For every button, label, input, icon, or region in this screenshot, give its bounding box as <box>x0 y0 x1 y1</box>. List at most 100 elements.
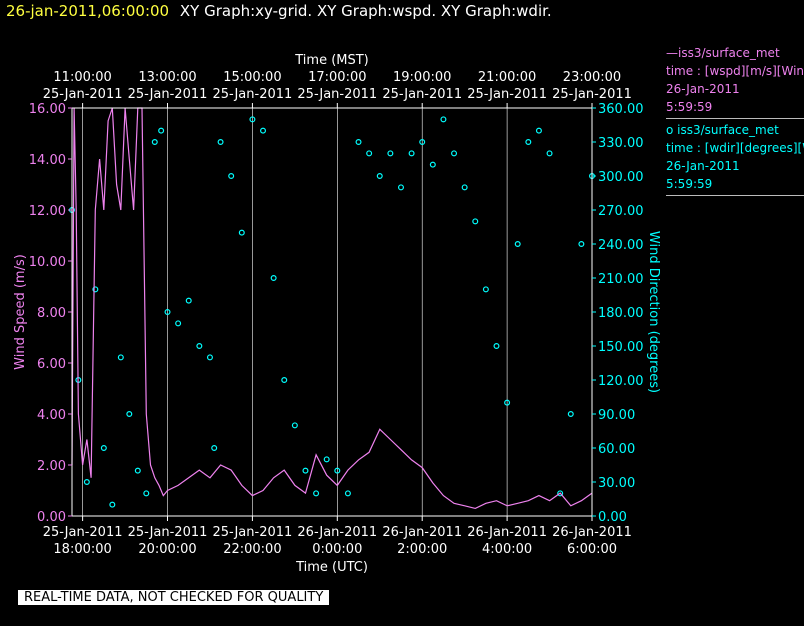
legend-wspd-series: —iss3/surface_met <box>666 46 780 60</box>
bottom-tick-date-4: 26-Jan-2011 <box>382 525 462 540</box>
legend-entry-wdir[interactable]: o iss3/surface_met time : [wdir][degrees… <box>666 121 804 196</box>
wdir-point-16 <box>206 354 213 361</box>
wdir-point-28 <box>323 456 330 463</box>
wdir-point-23 <box>270 275 277 282</box>
wdir-point-37 <box>419 139 426 146</box>
wdir-point-34 <box>387 150 394 157</box>
wdir-point-40 <box>451 150 458 157</box>
right-tick-label-5: 150.00 <box>598 340 644 355</box>
wdir-point-38 <box>429 161 436 168</box>
wdir-point-33 <box>376 173 383 180</box>
quality-warning: REAL-TIME DATA, NOT CHECKED FOR QUALITY <box>18 590 330 605</box>
axes: 25-Jan-2011 18:00:00 25-Jan-2011 20:00:00 25… <box>13 53 661 575</box>
legend-wdir-date: 26-Jan-2011 <box>666 159 740 173</box>
bottom-tick-date-0: 25-Jan-2011 <box>43 525 123 540</box>
legend-wspd-date: 26-Jan-2011 <box>666 82 740 96</box>
wdir-point-11 <box>158 127 165 134</box>
wspd-line <box>71 107 593 510</box>
wdir-point-18 <box>217 139 224 146</box>
right-tick-label-12: 360.00 <box>598 102 644 117</box>
wdir-point-9 <box>143 490 150 497</box>
wdir-point-24 <box>281 377 288 384</box>
bottom-tick-time-2: 22:00:00 <box>223 542 281 557</box>
top-tick-time-2: 15:00:00 <box>223 70 281 85</box>
wdir-point-25 <box>291 422 298 429</box>
top-tick-time-4: 19:00:00 <box>393 70 451 85</box>
right-tick-label-1: 30.00 <box>598 476 635 491</box>
legend-wspd-time: 5:59:59 <box>666 100 713 114</box>
legend-wdir-time: 5:59:59 <box>666 177 713 191</box>
top-tick-date-0: 25-Jan-2011 <box>43 87 123 102</box>
wdir-point-3 <box>92 286 99 293</box>
right-tick-label-3: 90.00 <box>598 408 635 423</box>
right-tick-label-9: 270.00 <box>598 204 644 219</box>
left-tick-label-3: 6.00 <box>37 357 66 372</box>
left-tick-label-1: 2.00 <box>37 459 66 474</box>
bottom-tick-time-0: 18:00:00 <box>53 542 111 557</box>
wdir-point-45 <box>504 399 511 406</box>
right-axis-label: Wind Direction (degrees) <box>646 231 661 393</box>
legend: —iss3/surface_met time : [wspd][m/s][Win… <box>666 44 804 198</box>
graph-header: 26-jan-2011,06:00:00 XY Graph:xy-grid. X… <box>6 2 552 20</box>
wdir-point-49 <box>546 150 553 157</box>
wdir-point-21 <box>249 116 256 123</box>
wdir-point-26 <box>302 467 309 474</box>
graph-titles: XY Graph:xy-grid. XY Graph:wspd. XY Grap… <box>179 2 552 20</box>
top-tick-date-1: 25-Jan-2011 <box>128 87 208 102</box>
wdir-point-41 <box>461 184 468 191</box>
bottom-tick-date-1: 25-Jan-2011 <box>128 525 208 540</box>
wdir-point-42 <box>472 218 479 225</box>
wdir-point-20 <box>238 229 245 236</box>
wdir-point-35 <box>397 184 404 191</box>
top-tick-date-3: 25-Jan-2011 <box>297 87 377 102</box>
top-tick-date-5: 25-Jan-2011 <box>467 87 547 102</box>
wdir-point-32 <box>366 150 373 157</box>
left-tick-label-2: 4.00 <box>37 408 66 423</box>
top-tick-date-4: 25-Jan-2011 <box>382 87 462 102</box>
right-tick-label-7: 210.00 <box>598 272 644 287</box>
right-tick-label-2: 60.00 <box>598 442 635 457</box>
wdir-point-7 <box>126 411 133 418</box>
wdir-point-2 <box>83 479 90 486</box>
wdir-point-10 <box>151 139 158 146</box>
bottom-tick-date-3: 26-Jan-2011 <box>297 525 377 540</box>
bottom-tick-time-4: 2:00:00 <box>397 542 447 557</box>
left-tick-label-5: 10.00 <box>29 255 66 270</box>
wdir-point-36 <box>408 150 415 157</box>
left-tick-label-7: 14.00 <box>29 153 66 168</box>
top-tick-time-3: 17:00:00 <box>308 70 366 85</box>
wdir-point-8 <box>134 467 141 474</box>
wdir-point-14 <box>185 297 192 304</box>
wdir-series <box>68 116 595 508</box>
top-tick-time-0: 11:00:00 <box>53 70 111 85</box>
wdir-point-4 <box>100 445 107 452</box>
bottom-tick-time-1: 20:00:00 <box>138 542 196 557</box>
wspd-series <box>71 107 593 510</box>
left-tick-label-0: 0.00 <box>37 510 66 525</box>
top-tick-time-6: 23:00:00 <box>563 70 621 85</box>
wdir-point-50 <box>557 490 564 497</box>
left-tick-label-4: 8.00 <box>37 306 66 321</box>
bottom-tick-date-5: 26-Jan-2011 <box>467 525 547 540</box>
wdir-point-12 <box>164 309 171 316</box>
bottom-tick-date-6: 26-Jan-2011 <box>552 525 632 540</box>
top-tick-date-2: 25-Jan-2011 <box>213 87 293 102</box>
wdir-point-27 <box>313 490 320 497</box>
left-tick-label-8: 16.00 <box>29 102 66 117</box>
top-tick-date-6: 25-Jan-2011 <box>552 87 632 102</box>
right-tick-label-10: 300.00 <box>598 170 644 185</box>
legend-entry-wspd[interactable]: —iss3/surface_met time : [wspd][m/s][Win… <box>666 44 804 119</box>
wdir-point-43 <box>482 286 489 293</box>
grid-lines <box>82 108 593 516</box>
left-axis-label: Wind Speed (m/s) <box>13 254 28 370</box>
bottom-tick-time-3: 0:00:00 <box>312 542 362 557</box>
wdir-point-39 <box>440 116 447 123</box>
right-tick-label-6: 180.00 <box>598 306 644 321</box>
wdir-point-52 <box>578 241 585 248</box>
top-tick-time-1: 13:00:00 <box>138 70 196 85</box>
wdir-point-47 <box>525 139 532 146</box>
left-tick-label-6: 12.00 <box>29 204 66 219</box>
legend-wdir-series: o iss3/surface_met <box>666 123 779 137</box>
wdir-point-15 <box>196 343 203 350</box>
